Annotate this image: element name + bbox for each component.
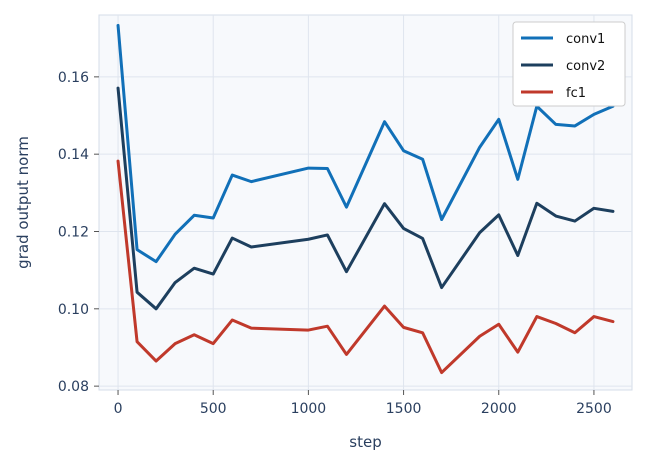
series-line-conv2 xyxy=(116,86,615,311)
y-tick-label: 0.08 xyxy=(58,379,89,395)
series-line-fc1 xyxy=(116,159,615,375)
y-tick-label: 0.16 xyxy=(58,70,89,86)
x-tick-label: 1500 xyxy=(386,401,422,417)
x-tick-label: 0 xyxy=(114,401,123,417)
series-lines xyxy=(116,23,615,375)
legend-label-conv1: conv1 xyxy=(566,32,605,47)
legend-label-fc1: fc1 xyxy=(566,86,586,101)
x-axis-ticks: 0 500 1000 1500 2000 2500 xyxy=(114,390,612,417)
legend-label-conv2: conv2 xyxy=(566,59,605,74)
y-axis-ticks: 0.08 0.10 0.12 0.14 0.16 xyxy=(58,70,99,395)
x-tick-label: 1000 xyxy=(291,401,327,417)
y-tick-label: 0.14 xyxy=(58,147,89,163)
y-axis-label: grad output norm xyxy=(14,136,32,269)
legend-box xyxy=(512,21,626,107)
x-tick-label: 500 xyxy=(200,401,227,417)
x-axis-label: step xyxy=(349,433,381,451)
series-line-conv1 xyxy=(116,23,615,264)
legend: conv1 conv2 fc1 xyxy=(512,21,626,107)
grid xyxy=(99,15,632,390)
y-tick-label: 0.10 xyxy=(58,302,89,318)
y-tick-label: 0.12 xyxy=(58,224,89,240)
x-tick-label: 2000 xyxy=(481,401,517,417)
x-tick-label: 2500 xyxy=(576,401,612,417)
